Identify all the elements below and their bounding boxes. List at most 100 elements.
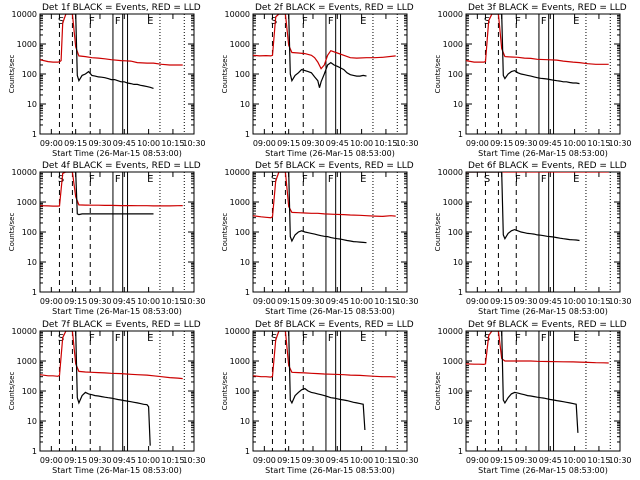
y-tick-label: 1 xyxy=(458,130,463,139)
y-tick-label: 10 xyxy=(240,417,250,426)
x-tick-label: 09:15 xyxy=(490,297,513,306)
x-tick-label: 10:15 xyxy=(374,456,397,465)
marker-e: E xyxy=(360,16,366,27)
marker-s: S xyxy=(58,174,64,185)
marker-f: F xyxy=(515,174,521,185)
panel-title: Det 1f BLACK = Events, RED = LLD xyxy=(42,3,201,13)
x-axis-label: Start Time (26-Mar-15 08:53:00) xyxy=(52,149,182,158)
y-axis-label: Counts/sec xyxy=(434,213,442,252)
y-axis-label: Counts/sec xyxy=(8,55,16,94)
x-tick-label: 09:15 xyxy=(64,297,87,306)
x-tick-label: 09:00 xyxy=(466,297,489,306)
panel-det-7: Det 7f BLACK = Events, RED = LLD 1 10 100 10… xyxy=(8,320,206,475)
x-tick-label: 10:15 xyxy=(161,139,184,148)
x-tick-label: 10:15 xyxy=(374,139,397,148)
x-tick-label: 09:00 xyxy=(40,139,63,148)
marker-f: F xyxy=(302,16,308,27)
x-tick-label: 09:15 xyxy=(277,456,300,465)
panel-det-8: Det 8f BLACK = Events, RED = LLD 1 10 100 10… xyxy=(221,320,419,475)
marker-s: S xyxy=(484,174,490,185)
y-tick-label: 10000 xyxy=(438,327,463,336)
x-tick-label: 09:45 xyxy=(326,139,349,148)
black-events-series xyxy=(40,14,154,89)
x-tick-label: 10:00 xyxy=(350,139,373,148)
x-tick-label: 10:30 xyxy=(608,139,631,148)
plot-frame xyxy=(252,13,408,135)
marker-f: F xyxy=(541,333,547,344)
marker-s: S xyxy=(484,16,490,27)
x-tick-label: 10:00 xyxy=(563,456,586,465)
black-events-series xyxy=(40,172,154,216)
y-tick-label: 1 xyxy=(458,288,463,297)
x-tick-label: 09:30 xyxy=(88,139,111,148)
y-tick-label: 10 xyxy=(27,417,37,426)
y-tick-label: 10000 xyxy=(225,168,250,177)
marker-e: E xyxy=(573,174,579,185)
y-tick-label: 10000 xyxy=(225,10,250,19)
x-tick-label: 09:30 xyxy=(88,456,111,465)
x-tick-label: 10:30 xyxy=(395,297,418,306)
black-events-series xyxy=(466,14,580,85)
marker-f: F xyxy=(328,16,334,27)
marker-f: F xyxy=(541,16,547,27)
x-tick-label: 10:15 xyxy=(161,456,184,465)
x-tick-label: 09:30 xyxy=(301,139,324,148)
y-tick-label: 10 xyxy=(453,258,463,267)
y-tick-label: 100 xyxy=(235,387,250,396)
x-tick-label: 09:45 xyxy=(539,456,562,465)
panel-det-5: Det 5f BLACK = Events, RED = LLD 1 10 100 10… xyxy=(221,161,419,316)
marker-f: F xyxy=(115,333,121,344)
y-axis-label: Counts/sec xyxy=(8,372,16,411)
x-tick-label: 10:00 xyxy=(563,297,586,306)
marker-s: S xyxy=(58,333,64,344)
y-axis-label: Counts/sec xyxy=(434,55,442,94)
x-tick-label: 10:30 xyxy=(608,456,631,465)
y-tick-label: 1 xyxy=(32,447,37,456)
y-tick-label: 1000 xyxy=(17,40,37,49)
marker-f: F xyxy=(89,16,95,27)
x-tick-label: 10:15 xyxy=(374,297,397,306)
y-tick-label: 10 xyxy=(27,100,37,109)
y-tick-label: 10 xyxy=(240,258,250,267)
marker-e: E xyxy=(360,174,366,185)
x-tick-label: 09:30 xyxy=(88,297,111,306)
marker-e: E xyxy=(147,174,153,185)
x-tick-label: 10:30 xyxy=(182,139,205,148)
x-tick-label: 09:45 xyxy=(113,139,136,148)
y-axis-label: Counts/sec xyxy=(221,372,229,411)
x-tick-label: 10:00 xyxy=(350,456,373,465)
y-tick-label: 1 xyxy=(245,130,250,139)
panel-title: Det 6f BLACK = Events, RED = LLD xyxy=(468,161,627,171)
marker-f: F xyxy=(115,16,121,27)
red-lld-series xyxy=(40,14,183,66)
panel-det-1: Det 1f BLACK = Events, RED = LLD 1 10 100 10… xyxy=(8,3,206,158)
plot-frame xyxy=(252,330,408,452)
y-tick-label: 1000 xyxy=(443,40,463,49)
plot-frame xyxy=(465,171,621,293)
marker-f: F xyxy=(328,174,334,185)
marker-f: F xyxy=(541,174,547,185)
y-tick-label: 10000 xyxy=(438,10,463,19)
plot-frame xyxy=(39,330,195,452)
panel-det-6: Det 6f BLACK = Events, RED = LLD 1 10 100 10… xyxy=(434,161,632,316)
x-tick-label: 09:45 xyxy=(113,456,136,465)
panel-det-9: Det 9f BLACK = Events, RED = LLD 1 10 100 10… xyxy=(434,320,632,475)
red-lld-series xyxy=(40,331,183,380)
marker-f: F xyxy=(302,333,308,344)
y-axis-label: Counts/sec xyxy=(221,55,229,94)
y-tick-label: 1000 xyxy=(230,357,250,366)
y-tick-label: 100 xyxy=(22,70,37,79)
x-tick-label: 09:00 xyxy=(253,297,276,306)
panel-det-3: Det 3f BLACK = Events, RED = LLD 1 10 100 10… xyxy=(434,3,632,158)
black-events-series xyxy=(466,172,580,242)
x-tick-label: 09:00 xyxy=(466,139,489,148)
x-tick-label: 09:15 xyxy=(277,297,300,306)
x-tick-label: 10:00 xyxy=(137,139,160,148)
panel-title: Det 4f BLACK = Events, RED = LLD xyxy=(42,161,201,171)
x-tick-label: 09:45 xyxy=(539,297,562,306)
x-tick-label: 09:30 xyxy=(514,139,537,148)
x-tick-label: 10:15 xyxy=(587,456,610,465)
y-tick-label: 100 xyxy=(235,228,250,237)
y-tick-label: 100 xyxy=(448,228,463,237)
x-tick-label: 10:15 xyxy=(161,297,184,306)
